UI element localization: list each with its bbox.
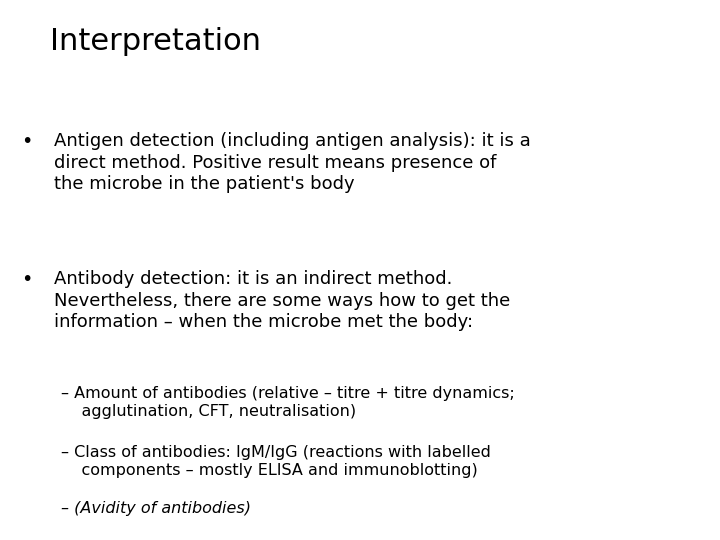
Text: – Amount of antibodies (relative – titre + titre dynamics;
    agglutination, CF: – Amount of antibodies (relative – titre… (61, 386, 515, 419)
Text: – (Avidity of antibodies): – (Avidity of antibodies) (61, 501, 251, 516)
Text: •: • (22, 270, 33, 289)
Text: Interpretation: Interpretation (50, 27, 261, 56)
Text: Antibody detection: it is an indirect method.
Nevertheless, there are some ways : Antibody detection: it is an indirect me… (54, 270, 510, 331)
Text: •: • (22, 132, 33, 151)
Text: Antigen detection (including antigen analysis): it is a
direct method. Positive : Antigen detection (including antigen ana… (54, 132, 531, 193)
Text: – Class of antibodies: IgM/IgG (reactions with labelled
    components – mostly : – Class of antibodies: IgM/IgG (reaction… (61, 446, 491, 478)
